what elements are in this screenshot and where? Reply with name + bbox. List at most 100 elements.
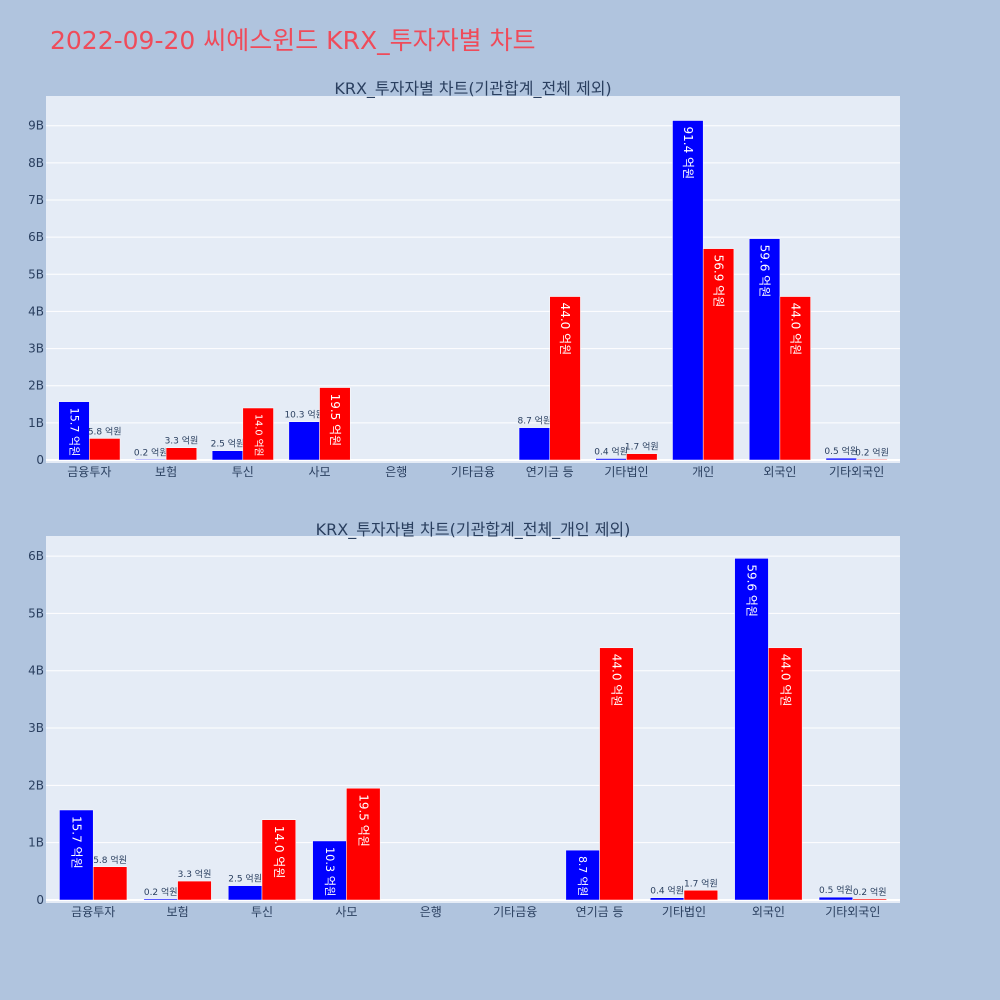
y-tick-label: 6B [28,549,44,563]
x-tick-label: 기타금융 [451,465,495,479]
bar [92,866,128,901]
bar [683,890,719,901]
data-label: 2.5 억원 [211,438,245,450]
data-label: 1.7 억원 [684,877,718,889]
data-label: 0.4 억원 [594,446,628,458]
x-tick-label: 연기금 등 [576,905,624,919]
data-label: 44.0 억원 [558,303,572,356]
y-tick-label: 2B [28,379,44,393]
bar [595,458,627,461]
bar [672,120,704,461]
data-label: 0.5 억원 [819,884,853,896]
data-label: 8.7 억원 [576,856,589,896]
x-tick-label: 금융투자 [71,905,115,919]
y-tick-label: 3B [28,721,44,735]
bar [856,459,888,461]
x-tick-label: 보험 [167,905,189,919]
y-tick-label: 8B [28,156,44,170]
data-label: 19.5 억원 [356,794,370,847]
data-label: 10.3 억원 [323,847,337,897]
x-tick-label: 은행 [420,904,442,919]
x-tick-label: 은행 [385,464,407,479]
data-label: 56.9 억원 [712,255,726,308]
data-label: 19.5 억원 [328,394,342,447]
y-tick-label: 1B [28,416,44,430]
data-label: 0.4 억원 [650,885,684,897]
y-tick-label: 2B [28,778,44,792]
data-label: 59.6 억원 [758,245,772,298]
data-label: 15.7 억원 [68,408,81,457]
y-tick-label: 5B [28,267,44,281]
bar [818,896,854,901]
bar [288,421,320,461]
chart-title: KRX_투자자별 차트(기관합계_전체 제외) [334,79,611,99]
bar [261,819,297,901]
bar [702,248,735,461]
data-label: 14.0 억원 [272,826,286,879]
bar [768,647,803,901]
x-tick-label: 외국인 [763,465,796,479]
x-tick-label: 기타외국인 [829,465,884,479]
x-tick-label: 사모 [308,465,330,479]
bar [312,840,347,901]
y-tick-label: 0 [36,893,44,907]
bar [211,450,244,461]
bar [518,427,550,461]
data-label: 44.0 억원 [788,303,802,356]
data-label: 3.3 억원 [178,868,212,880]
x-tick-label: 금융투자 [67,465,111,479]
x-tick-label: 투신 [251,905,273,919]
data-label: 0.2 억원 [855,446,889,458]
bar [626,453,658,461]
bar [734,558,769,901]
bar [649,897,685,901]
x-tick-label: 외국인 [752,905,785,919]
data-label: 3.3 억원 [165,435,199,447]
data-label: 15.7 억원 [69,816,83,869]
bar [565,849,600,901]
y-tick-label: 0 [36,453,44,467]
bar [852,898,887,901]
x-tick-label: 보험 [155,465,177,479]
bar [346,787,381,901]
y-tick-label: 6B [28,230,44,244]
data-label: 0.2 억원 [144,886,178,898]
bar [779,296,811,461]
data-label: 2.5 억원 [228,873,262,885]
x-tick-label: 기타법인 [662,905,706,919]
y-tick-label: 5B [28,606,44,620]
bar [599,647,634,901]
data-label: 44.0 억원 [609,654,623,707]
bar [319,387,351,461]
bar [825,457,857,461]
x-tick-label: 기타외국인 [825,905,880,919]
data-label: 8.7 억원 [518,415,552,427]
data-label: 1.7 억원 [625,441,659,453]
y-tick-label: 1B [28,836,44,850]
bar [165,447,198,461]
bar [748,238,781,461]
bar [59,809,94,901]
y-tick-label: 9B [28,119,44,133]
y-tick-label: 7B [28,193,44,207]
y-tick-label: 4B [28,664,44,678]
bar [242,407,274,461]
data-label: 5.8 억원 [88,425,122,437]
bar [89,438,121,461]
data-label: 14.0 억원 [253,414,265,456]
bar [227,885,263,901]
data-label: 10.3 억원 [284,409,323,421]
bar [549,296,581,461]
data-label: 59.6 억원 [745,564,759,617]
page-title: 2022-09-20 씨에스윈드 KRX_투자자별 차트 [50,26,536,55]
x-tick-label: 기타금융 [493,905,537,919]
y-tick-label: 4B [28,304,44,318]
data-label: 0.2 억원 [134,446,168,458]
x-tick-label: 투신 [232,465,254,479]
data-label: 0.2 억원 [853,886,887,898]
data-label: 91.4 억원 [681,127,695,180]
bar [58,401,90,461]
bar [135,459,167,461]
chart-top: KRX_투자자별 차트(기관합계_전체 제외) 0 1B 2B 3B 4B 5B 6B 7B 8B… [28,79,900,479]
